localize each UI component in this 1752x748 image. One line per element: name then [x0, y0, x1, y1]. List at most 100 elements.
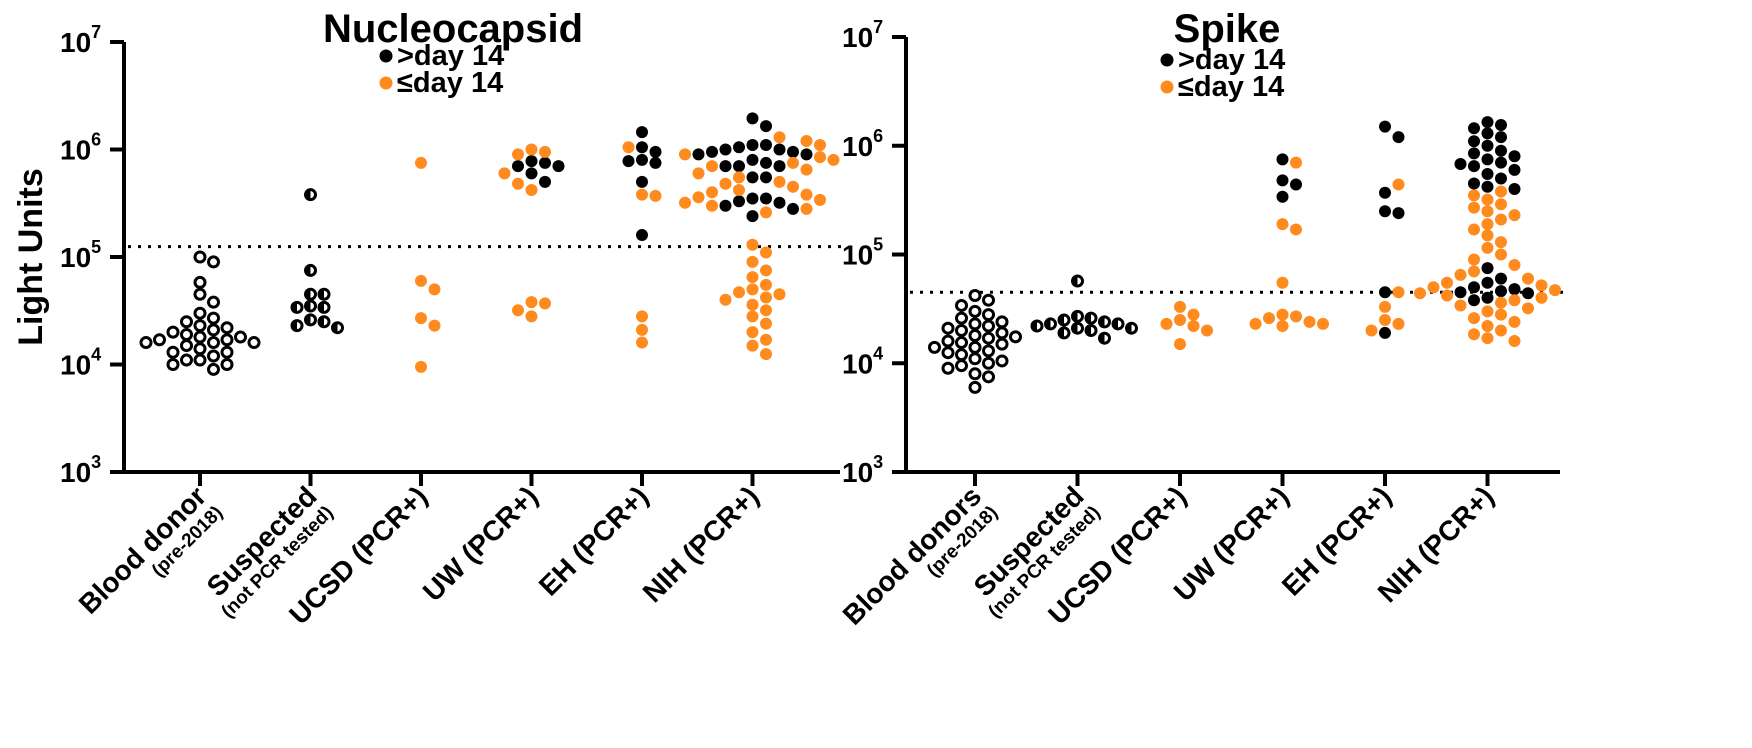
data-point-open: [955, 311, 968, 325]
data-point-early: [746, 310, 759, 323]
data-point-open: [220, 345, 234, 359]
data-point-half: [304, 313, 317, 327]
y-tick-label: 106: [60, 130, 101, 166]
data-point-late: [733, 195, 745, 208]
data-point-early: [1379, 313, 1391, 326]
nucleocapsid-panel: Nucleocapsid>day 14≤day 14 103 104 105 106 10…: [12, 7, 848, 630]
data-point-open: [193, 319, 207, 333]
data-point-early: [415, 312, 427, 325]
data-point-early: [733, 184, 745, 197]
data-point-early: [746, 298, 759, 311]
data-point-early: [787, 156, 799, 169]
data-point-early: [746, 238, 759, 251]
data-point-late: [1468, 177, 1480, 190]
data-point-half: [1057, 313, 1071, 327]
data-point-half: [1030, 319, 1044, 333]
y-tick-label: 103: [842, 452, 883, 488]
data-point-late: [636, 153, 648, 166]
data-point-open: [1009, 330, 1022, 344]
data-point-half: [304, 287, 317, 301]
data-point-late: [760, 192, 772, 205]
data-point-late: [1468, 122, 1480, 135]
data-point-late: [1481, 276, 1494, 289]
data-point-early: [746, 283, 759, 296]
data-point-early: [1468, 189, 1480, 202]
data-point-late: [1522, 287, 1534, 300]
data-point-late: [733, 160, 745, 173]
data-point-early: [706, 186, 718, 199]
data-point-open: [968, 340, 982, 354]
data-point-late: [719, 160, 732, 173]
data-point-late: [1392, 131, 1405, 144]
legend-label-early: ≤day 14: [397, 67, 503, 99]
data-point-half: [1071, 309, 1084, 323]
y-tick-label: 105: [842, 235, 883, 271]
data-point-early: [512, 304, 524, 317]
data-point-early: [1276, 320, 1289, 333]
data-point-early: [760, 304, 772, 317]
data-point-late: [1379, 120, 1391, 133]
data-point-early: [733, 286, 745, 299]
data-point-early: [692, 191, 705, 204]
data-point-late: [1468, 294, 1480, 307]
data-point-early: [415, 274, 427, 287]
data-point-open: [995, 326, 1009, 340]
data-point-early: [1201, 324, 1213, 337]
data-point-open: [955, 348, 968, 362]
data-point-early: [636, 188, 648, 201]
data-point-early: [428, 283, 441, 296]
data-point-open: [955, 336, 968, 350]
data-point-late: [622, 155, 635, 168]
data-point-early: [1160, 317, 1173, 330]
data-point-late: [1508, 183, 1521, 196]
data-point-late: [719, 199, 732, 212]
data-point-early: [692, 167, 705, 180]
data-point-open: [995, 337, 1009, 351]
data-point-early: [1495, 236, 1507, 249]
data-point-early: [1441, 276, 1453, 289]
data-point-early: [1427, 281, 1440, 294]
data-point-open: [234, 330, 247, 344]
data-point-early: [539, 297, 551, 310]
spike-panel: Spike>day 14≤day 14 103 104 105 106 107 Blood …: [837, 7, 1568, 631]
data-point-early: [1174, 313, 1186, 326]
data-point-early: [746, 271, 759, 284]
data-point-late: [746, 153, 759, 166]
y-tick-label: 105: [60, 237, 101, 273]
data-point-open: [220, 333, 234, 347]
data-point-open: [941, 334, 955, 348]
chart-title: Spike: [1174, 7, 1281, 51]
x-tick-label: NIH (PCR+): [637, 480, 765, 608]
data-point-open: [193, 330, 207, 344]
data-point-early: [1481, 218, 1494, 231]
data-point-early: [1508, 209, 1521, 222]
data-point-open: [968, 380, 982, 394]
data-point-open: [941, 361, 955, 375]
data-point-early: [814, 151, 826, 164]
data-point-late: [1495, 172, 1507, 185]
data-point-open: [220, 321, 234, 335]
data-point-late: [746, 210, 759, 223]
data-point-early: [1468, 328, 1480, 341]
data-point-open: [995, 354, 1009, 368]
data-point-early: [415, 360, 427, 373]
data-point-early: [636, 323, 648, 336]
data-point-early: [1276, 308, 1289, 321]
data-point-open: [193, 275, 207, 289]
data-point-open: [180, 328, 193, 342]
data-point-early: [827, 153, 840, 166]
data-point-half: [317, 287, 331, 301]
data-point-open: [968, 367, 982, 381]
data-point-early: [679, 148, 691, 161]
data-point-late: [1454, 286, 1467, 299]
data-point-late: [512, 160, 524, 173]
data-point-late: [1392, 207, 1405, 220]
data-point-early: [1468, 265, 1480, 278]
data-point-open: [968, 352, 982, 366]
data-point-late: [1481, 262, 1494, 275]
data-point-early: [1495, 185, 1507, 198]
data-point-open: [207, 311, 220, 325]
data-point-early: [814, 193, 826, 206]
data-point-early: [679, 196, 691, 209]
y-tick-label: 104: [842, 343, 883, 379]
